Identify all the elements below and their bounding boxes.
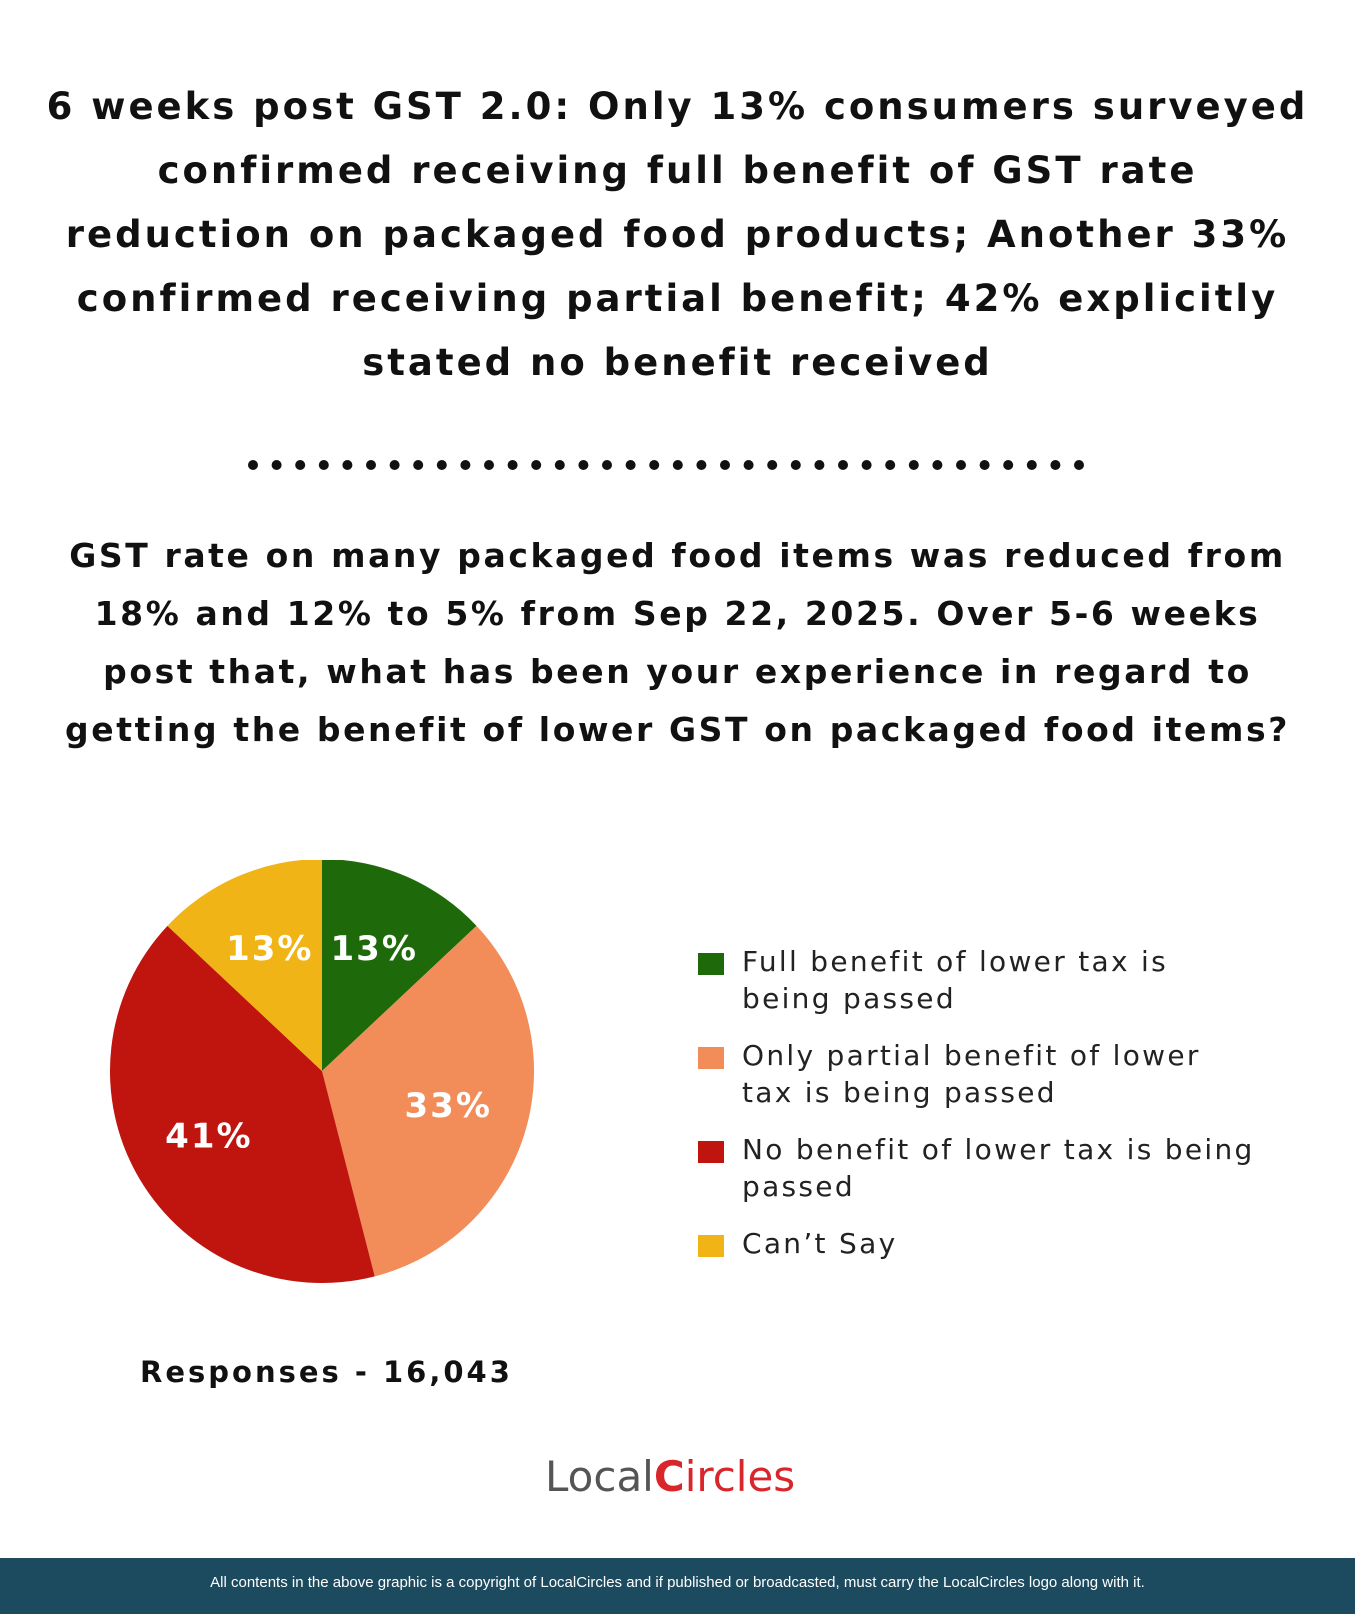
- responses-note: Responses - 16,043: [140, 1355, 513, 1389]
- logo-part: C: [653, 1452, 685, 1501]
- dot: [413, 460, 424, 470]
- dot: [767, 460, 778, 470]
- footer: All contents in the above graphic is a c…: [0, 1558, 1355, 1614]
- dot: [814, 460, 825, 470]
- dot: [885, 460, 896, 470]
- title: 6 weeks post GST 2.0: Only 13% consumers…: [46, 85, 1309, 384]
- legend-swatch: [698, 1235, 724, 1257]
- dot: [271, 460, 282, 470]
- dot: [979, 460, 990, 470]
- legend-label: No benefit of lower tax is being passed: [742, 1133, 1255, 1203]
- dotted-separator: [248, 460, 1084, 470]
- dot: [790, 460, 801, 470]
- dot: [602, 460, 612, 470]
- dot: [861, 460, 872, 470]
- dot: [672, 460, 683, 470]
- value-label: 33%: [405, 1086, 492, 1126]
- dot: [625, 460, 636, 470]
- logo-part: ircles: [684, 1452, 796, 1501]
- dot: [484, 460, 494, 470]
- pie-slice: [322, 860, 477, 1071]
- legend-swatch: [698, 1141, 724, 1163]
- legend-label: Full benefit of lower tax is being passe…: [742, 945, 1168, 1015]
- dot: [389, 460, 400, 470]
- dot: [838, 460, 848, 470]
- dot: [1026, 460, 1037, 470]
- dot: [366, 460, 376, 470]
- legend-swatch: [698, 1047, 724, 1069]
- legend-item: No benefit of lower tax is being passed: [698, 1131, 1258, 1205]
- dot: [1050, 460, 1061, 470]
- pie-slice: [109, 925, 375, 1283]
- dot: [696, 460, 707, 470]
- legend: Full benefit of lower tax is being passe…: [698, 943, 1258, 1282]
- value-label: 13%: [331, 929, 418, 969]
- pie-slice: [322, 925, 534, 1277]
- value-label: 13%: [226, 929, 313, 969]
- value-label: 41%: [165, 1116, 252, 1156]
- dot: [507, 460, 518, 470]
- legend-label: Only partial benefit of lower tax is bei…: [742, 1039, 1201, 1109]
- dot: [1003, 460, 1014, 470]
- dot: [908, 460, 919, 470]
- dot: [248, 460, 258, 470]
- dot: [342, 460, 353, 470]
- dot: [436, 460, 447, 470]
- legend-item: Can’t Say: [698, 1225, 1258, 1262]
- dot: [578, 460, 589, 470]
- legend-label: Can’t Say: [742, 1227, 898, 1260]
- logo-part: Local: [545, 1452, 654, 1501]
- logo: LocalCircles: [545, 1452, 795, 1501]
- dot: [295, 460, 306, 470]
- dot: [531, 460, 542, 470]
- dot: [1074, 460, 1084, 470]
- legend-item: Full benefit of lower tax is being passe…: [698, 943, 1258, 1017]
- legend-item: Only partial benefit of lower tax is bei…: [698, 1037, 1258, 1111]
- dot: [743, 460, 754, 470]
- dot: [649, 460, 660, 470]
- dot: [318, 460, 329, 470]
- dot: [554, 460, 565, 470]
- dot: [720, 460, 730, 470]
- dot: [956, 460, 966, 470]
- pie-slice: [167, 860, 322, 1071]
- legend-swatch: [698, 953, 724, 975]
- pie-chart: 13% 33% 41% 13%: [109, 860, 534, 1283]
- dot: [460, 460, 471, 470]
- dot: [932, 460, 943, 470]
- question: GST rate on many packaged food items was…: [65, 536, 1290, 749]
